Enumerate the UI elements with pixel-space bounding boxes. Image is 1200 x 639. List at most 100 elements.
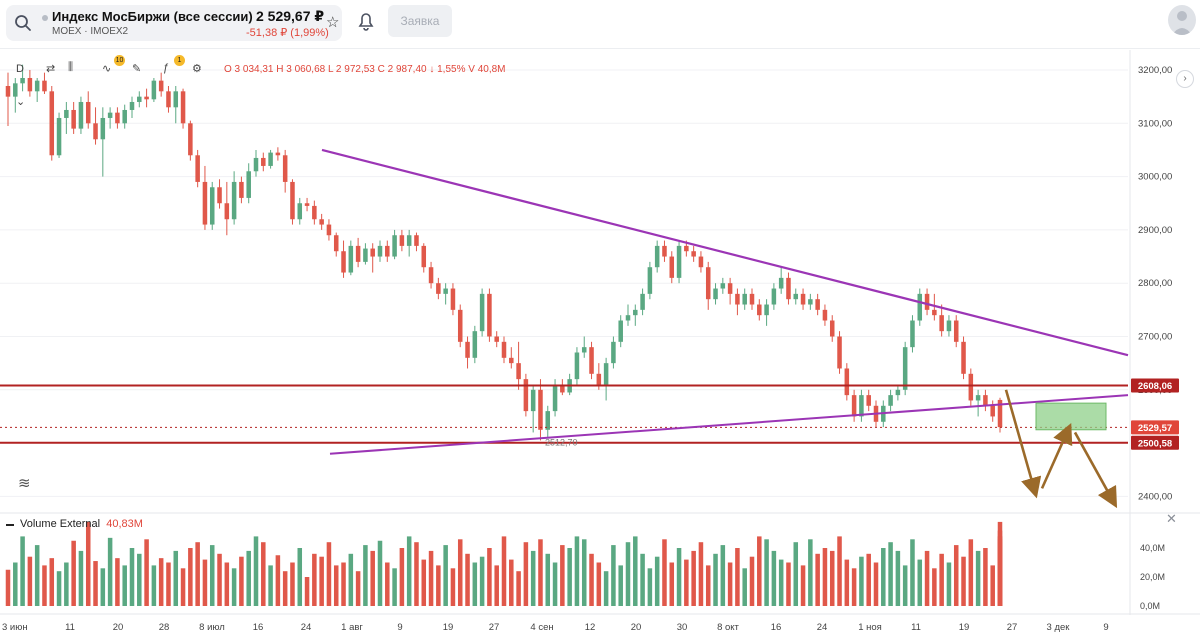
y-tick-label: 2900,00	[1138, 225, 1172, 236]
volume-bar	[290, 562, 295, 606]
volume-bar	[414, 542, 419, 606]
volume-collapse-icon[interactable]	[6, 524, 14, 526]
volume-bar	[501, 536, 507, 606]
candle-body	[691, 251, 696, 257]
avatar-icon[interactable]	[1168, 5, 1196, 35]
ohlc-readout: O 3 034,31 H 3 060,68 L 2 972,53 C 2 987…	[224, 64, 506, 75]
candle-body	[188, 123, 193, 156]
volume-bar	[268, 565, 273, 606]
volume-bar	[698, 542, 704, 606]
candle-body	[290, 181, 295, 220]
volume-bar	[545, 553, 551, 606]
candle-body	[282, 155, 288, 182]
candle-body	[479, 293, 485, 332]
volume-bar	[647, 568, 653, 606]
candle-body	[501, 341, 507, 358]
settings-icon[interactable]: ⚙	[192, 63, 202, 75]
candle-body	[355, 245, 361, 262]
volume-bar	[115, 558, 120, 606]
volume-bar	[304, 577, 310, 606]
price-level-label: 2608,06	[1138, 381, 1172, 392]
top-bar: Индекс МосБиржи (все сессии) MOEX · IMOE…	[0, 0, 1200, 48]
volume-bar	[450, 568, 456, 606]
candle-body	[13, 83, 18, 97]
volume-value: 40,83M	[106, 518, 143, 530]
x-tick-label: 8 июл	[199, 622, 225, 633]
candle-body	[93, 123, 98, 140]
volume-bar	[5, 569, 11, 606]
volume-bar	[355, 571, 361, 606]
volume-bar	[297, 548, 303, 606]
expand-icon[interactable]: ›	[1176, 70, 1194, 88]
candle-body	[107, 112, 113, 118]
indicators-count-badge: 10	[114, 55, 125, 66]
candle-body	[757, 304, 762, 316]
chevron-down-icon[interactable]: ⌄	[16, 96, 26, 108]
volume-bar	[472, 562, 478, 606]
volume-bar	[34, 545, 40, 606]
period-selector[interactable]: D	[16, 63, 24, 75]
volume-bar	[859, 556, 864, 606]
candle-body	[472, 331, 478, 358]
volume-bar	[749, 556, 755, 606]
bell-icon[interactable]	[350, 5, 382, 37]
volume-bar	[239, 556, 244, 606]
volume-bar	[633, 536, 638, 606]
candle-body	[669, 256, 675, 278]
price-level-tag	[1131, 378, 1179, 393]
function-icon[interactable]: ƒ	[163, 62, 170, 74]
order-button[interactable]: Заявка	[388, 5, 452, 37]
candle-body	[829, 320, 835, 337]
candle-body	[42, 80, 47, 92]
instrument-ticker: MOEX · IMOEX2	[52, 26, 129, 37]
volume-bar	[596, 562, 602, 606]
close-icon[interactable]: ✕	[1166, 511, 1177, 526]
candle-body	[304, 203, 310, 206]
candle-body	[516, 363, 521, 380]
x-tick-label: 1 ноя	[858, 622, 882, 633]
volume-bar	[691, 550, 696, 606]
candle-body	[822, 309, 828, 321]
volume-bar	[487, 548, 492, 606]
volume-bar	[457, 539, 463, 606]
x-tick-label: 12	[585, 622, 596, 633]
volume-bar	[224, 562, 230, 606]
volume-bar	[727, 562, 733, 606]
volume-bar	[428, 550, 434, 606]
y-tick-label: 2400,00	[1138, 491, 1172, 502]
candle-body	[78, 101, 84, 129]
volume-bar	[939, 553, 944, 606]
drawing-tools-icon[interactable]: ≋	[18, 475, 31, 492]
candle-body	[370, 248, 375, 257]
candle-body	[312, 205, 317, 220]
y-tick-label: 2700,00	[1138, 332, 1172, 343]
x-tick-label: 11	[911, 622, 921, 633]
candle-body	[589, 347, 594, 374]
candle-body	[953, 320, 959, 342]
candle-body	[173, 91, 179, 108]
compare-icon[interactable]: ⇄	[46, 63, 56, 75]
candle-body	[771, 288, 777, 305]
volume-bar	[479, 556, 485, 606]
chart-area[interactable]	[0, 48, 1200, 639]
volume-bar	[27, 556, 33, 606]
x-tick-label: 28	[159, 622, 170, 633]
candle-body	[49, 91, 55, 156]
chart-type-icon[interactable]: ⫼	[68, 61, 74, 73]
candle-body	[253, 157, 259, 172]
candle-body	[421, 245, 427, 268]
candle-body	[932, 309, 937, 316]
candle-body	[144, 96, 149, 100]
volume-bar	[326, 542, 332, 606]
forecast-arrow-down-final	[1073, 431, 1118, 509]
indicators-icon[interactable]: ∿	[102, 63, 112, 75]
star-icon[interactable]: ☆	[326, 14, 340, 31]
volume-bar	[20, 536, 25, 606]
candle-body	[297, 203, 303, 220]
x-tick-label: 24	[817, 622, 828, 633]
volume-bar	[209, 545, 215, 606]
drawing-icon[interactable]: ✎	[132, 63, 142, 75]
candle-body	[509, 357, 514, 364]
instrument-selector[interactable]: Индекс МосБиржи (все сессии) MOEX · IMOE…	[6, 5, 342, 41]
